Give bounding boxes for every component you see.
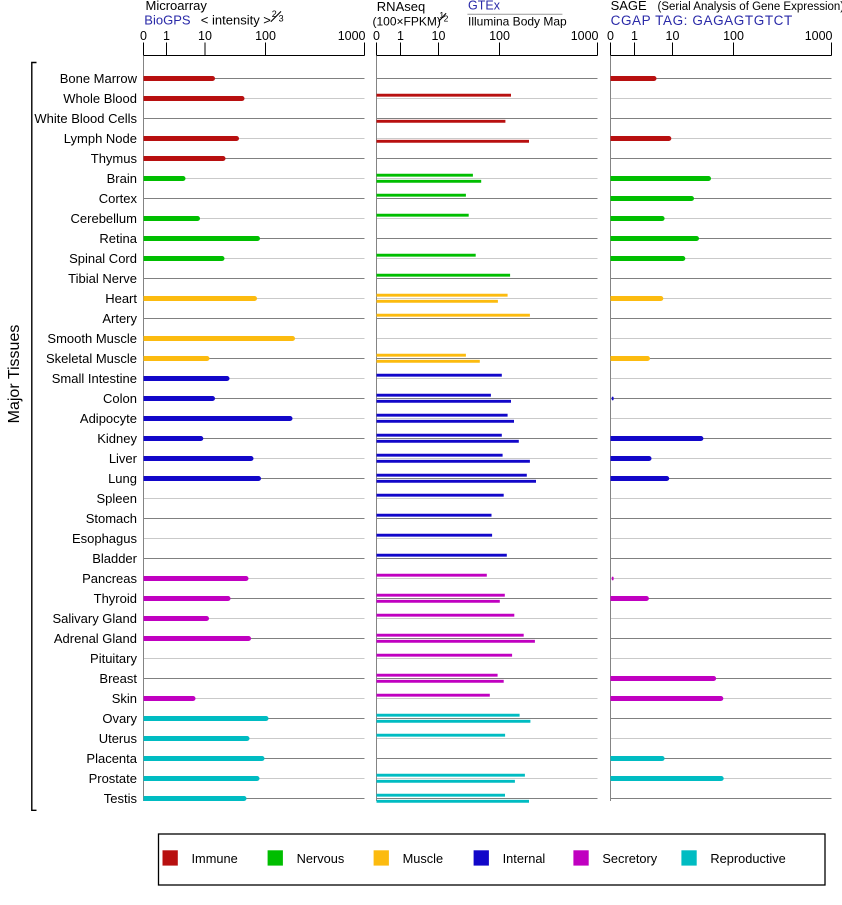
svg-text:CGAP TAG: GAGAGTGTCT: CGAP TAG: GAGAGTGTCT bbox=[611, 13, 793, 28]
svg-text:Skin: Skin bbox=[112, 691, 137, 706]
svg-text:100: 100 bbox=[255, 29, 276, 43]
svg-text:Microarray: Microarray bbox=[146, 0, 208, 13]
svg-text:Ovary: Ovary bbox=[102, 711, 137, 726]
svg-text:Kidney: Kidney bbox=[97, 431, 137, 446]
svg-text:Pituitary: Pituitary bbox=[90, 651, 137, 666]
svg-text:Reproductive: Reproductive bbox=[710, 851, 785, 866]
svg-text:Tibial Nerve: Tibial Nerve bbox=[68, 271, 137, 286]
svg-text:10: 10 bbox=[432, 29, 446, 43]
svg-text:Lung: Lung bbox=[108, 471, 137, 486]
svg-text:0: 0 bbox=[607, 29, 614, 43]
svg-text:Colon: Colon bbox=[103, 391, 137, 406]
svg-text:Internal: Internal bbox=[503, 851, 546, 866]
svg-text:(Serial Analysis of Gene Expre: (Serial Analysis of Gene Expression) bbox=[658, 1, 842, 13]
svg-text:Nervous: Nervous bbox=[297, 851, 345, 866]
svg-text:1000: 1000 bbox=[338, 29, 366, 43]
svg-text:1000: 1000 bbox=[571, 29, 599, 43]
svg-text:Brain: Brain bbox=[107, 171, 137, 186]
svg-text:Artery: Artery bbox=[102, 311, 137, 326]
svg-text:Immune: Immune bbox=[192, 851, 238, 866]
svg-text:Salivary Gland: Salivary Gland bbox=[52, 611, 137, 626]
svg-text:Testis: Testis bbox=[104, 791, 138, 806]
svg-text:Bladder: Bladder bbox=[92, 551, 137, 566]
svg-text:Secretory: Secretory bbox=[602, 851, 657, 866]
svg-text:Skeletal Muscle: Skeletal Muscle bbox=[46, 351, 137, 366]
svg-text:Cortex: Cortex bbox=[99, 191, 138, 206]
svg-text:Major Tissues: Major Tissues bbox=[6, 325, 23, 424]
svg-text:Smooth Muscle: Smooth Muscle bbox=[47, 331, 137, 346]
svg-text:Stomach: Stomach bbox=[86, 511, 137, 526]
svg-text:GTEx: GTEx bbox=[468, 0, 501, 13]
svg-text:Spinal Cord: Spinal Cord bbox=[69, 251, 137, 266]
svg-text:Esophagus: Esophagus bbox=[72, 531, 138, 546]
svg-text:1: 1 bbox=[397, 29, 404, 43]
svg-text:Uterus: Uterus bbox=[99, 731, 138, 746]
svg-text:Adrenal Gland: Adrenal Gland bbox=[54, 631, 137, 646]
svg-text:10: 10 bbox=[666, 29, 680, 43]
svg-text:0: 0 bbox=[140, 29, 147, 43]
svg-text:0: 0 bbox=[373, 29, 380, 43]
svg-text:SAGE: SAGE bbox=[611, 0, 647, 13]
svg-text:BioGPS: BioGPS bbox=[144, 13, 191, 28]
svg-text:Liver: Liver bbox=[109, 451, 138, 466]
svg-text:Spleen: Spleen bbox=[97, 491, 137, 506]
svg-text:White Blood Cells: White Blood Cells bbox=[34, 111, 137, 126]
svg-text:Illumina Body Map: Illumina Body Map bbox=[468, 15, 567, 29]
svg-text:3: 3 bbox=[279, 14, 284, 24]
svg-text:100: 100 bbox=[723, 29, 744, 43]
svg-text:Muscle: Muscle bbox=[403, 851, 444, 866]
svg-text:Retina: Retina bbox=[99, 231, 137, 246]
svg-text:Cerebellum: Cerebellum bbox=[71, 211, 137, 226]
svg-text:1: 1 bbox=[163, 29, 170, 43]
svg-text:Prostate: Prostate bbox=[89, 771, 137, 786]
svg-text:Placenta: Placenta bbox=[86, 751, 137, 766]
svg-text:RNAseq: RNAseq bbox=[377, 0, 425, 14]
svg-text:(100×FPKM): (100×FPKM) bbox=[373, 15, 441, 29]
svg-text:100: 100 bbox=[489, 29, 510, 43]
svg-text:< intensity >: < intensity > bbox=[201, 13, 271, 28]
svg-text:10: 10 bbox=[198, 29, 212, 43]
svg-text:Thymus: Thymus bbox=[91, 151, 138, 166]
svg-text:Whole Blood: Whole Blood bbox=[63, 91, 137, 106]
svg-text:Pancreas: Pancreas bbox=[82, 571, 137, 586]
svg-text:Small Intestine: Small Intestine bbox=[52, 371, 137, 386]
svg-text:Adipocyte: Adipocyte bbox=[80, 411, 137, 426]
svg-text:Heart: Heart bbox=[105, 291, 137, 306]
svg-text:Lymph Node: Lymph Node bbox=[64, 131, 137, 146]
svg-text:Bone Marrow: Bone Marrow bbox=[60, 71, 138, 86]
svg-text:1: 1 bbox=[631, 29, 638, 43]
svg-text:2: 2 bbox=[444, 14, 449, 24]
svg-text:1000: 1000 bbox=[805, 29, 833, 43]
svg-text:Thyroid: Thyroid bbox=[94, 591, 137, 606]
svg-text:Breast: Breast bbox=[99, 671, 137, 686]
